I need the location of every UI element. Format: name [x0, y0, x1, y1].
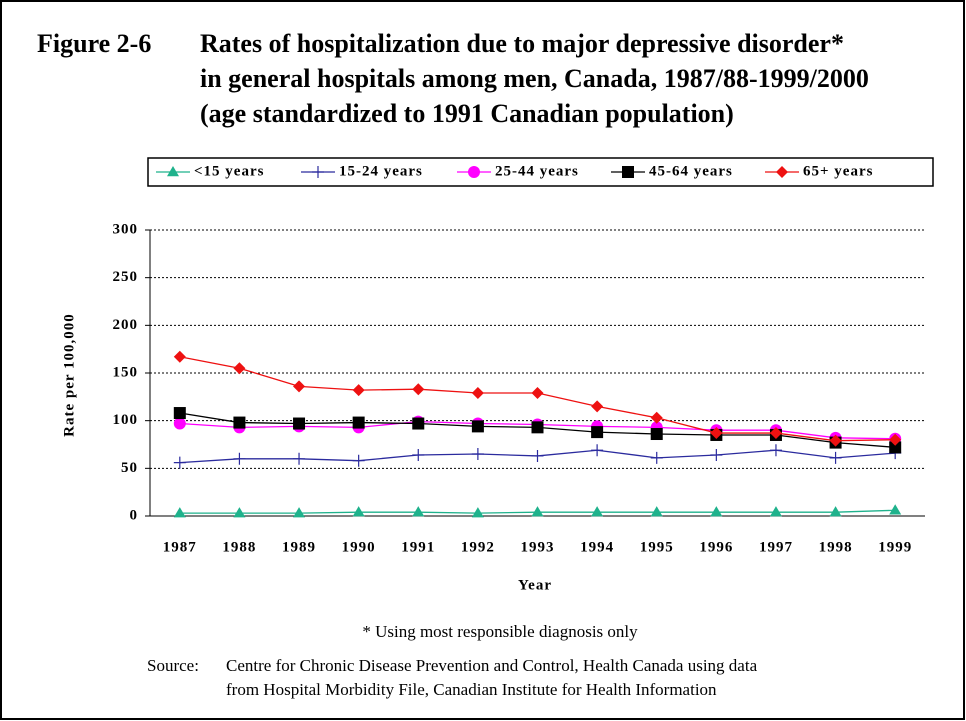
y-tick-label: 50	[121, 460, 138, 476]
marker	[650, 428, 663, 441]
legend-label: 15-24 years	[339, 163, 423, 179]
chart-title: in general hospitals among men, Canada, …	[200, 64, 869, 93]
x-tick-label: 1995	[640, 539, 674, 555]
marker	[412, 383, 425, 396]
x-axis-label: Year	[518, 577, 552, 593]
x-tick-label: 1993	[521, 539, 555, 555]
marker	[776, 166, 788, 178]
marker	[710, 427, 723, 440]
marker	[769, 506, 782, 517]
marker	[293, 507, 306, 518]
marker	[829, 434, 842, 447]
marker	[622, 166, 634, 178]
marker	[889, 433, 902, 446]
marker	[531, 387, 544, 400]
figure-label: Figure 2-6	[37, 29, 151, 58]
x-tick-label: 1992	[461, 539, 495, 555]
marker	[471, 387, 484, 400]
marker	[591, 506, 604, 517]
marker	[352, 506, 365, 517]
chart-title: (age standardized to 1991 Canadian popul…	[200, 99, 734, 128]
marker	[233, 362, 246, 375]
legend-label: 65+ years	[803, 163, 873, 179]
marker	[650, 451, 663, 464]
legend-label: 25-44 years	[495, 163, 579, 179]
marker	[173, 350, 186, 363]
x-tick-label: 1996	[699, 539, 733, 555]
marker	[233, 452, 246, 465]
y-tick-label: 100	[113, 412, 139, 428]
marker	[531, 449, 544, 462]
marker	[412, 448, 425, 461]
marker	[650, 506, 663, 517]
marker	[710, 448, 723, 461]
marker	[471, 420, 484, 433]
source-text: from Hospital Morbidity File, Canadian I…	[226, 680, 717, 699]
marker	[352, 384, 365, 397]
marker	[769, 427, 782, 440]
x-tick-label: 1990	[342, 539, 376, 555]
x-tick-label: 1997	[759, 539, 793, 555]
marker	[471, 448, 484, 461]
x-tick-label: 1999	[878, 539, 912, 555]
marker	[173, 456, 186, 469]
marker	[233, 416, 246, 429]
y-tick-label: 250	[113, 269, 139, 285]
marker	[769, 444, 782, 457]
x-tick-label: 1991	[401, 539, 435, 555]
marker	[293, 380, 306, 393]
x-tick-label: 1987	[163, 539, 197, 555]
marker	[471, 507, 484, 518]
marker	[293, 452, 306, 465]
footnote: * Using most responsible diagnosis only	[362, 622, 638, 641]
marker	[710, 506, 723, 517]
marker	[650, 411, 663, 424]
y-tick-label: 300	[113, 221, 139, 237]
marker	[829, 506, 842, 517]
marker	[233, 507, 246, 518]
y-axis-label: Rate per 100,000	[61, 313, 77, 437]
legend-label: 45-64 years	[649, 163, 733, 179]
marker	[889, 441, 902, 454]
source-text: Centre for Chronic Disease Prevention an…	[226, 656, 758, 675]
chart-title: Rates of hospitalization due to major de…	[200, 29, 844, 58]
marker	[312, 166, 324, 178]
marker	[591, 426, 604, 439]
y-tick-label: 0	[130, 507, 139, 523]
y-tick-label: 150	[113, 364, 139, 380]
legend-label: <15 years	[194, 163, 264, 179]
marker	[412, 506, 425, 517]
marker	[167, 166, 179, 177]
marker	[352, 416, 365, 429]
source-label: Source:	[147, 656, 199, 675]
marker	[173, 417, 186, 430]
marker	[412, 417, 425, 430]
marker	[352, 454, 365, 467]
x-tick-label: 1998	[819, 539, 853, 555]
marker	[591, 444, 604, 457]
marker	[173, 407, 186, 420]
marker	[531, 506, 544, 517]
marker	[531, 421, 544, 434]
marker	[889, 504, 902, 515]
x-tick-label: 1989	[282, 539, 316, 555]
marker	[173, 507, 186, 518]
marker	[293, 417, 306, 430]
marker	[829, 451, 842, 464]
legend-box	[147, 157, 934, 187]
marker	[591, 400, 604, 413]
y-tick-label: 200	[113, 317, 139, 333]
x-tick-label: 1988	[222, 539, 256, 555]
marker	[468, 166, 480, 178]
x-tick-label: 1994	[580, 539, 614, 555]
